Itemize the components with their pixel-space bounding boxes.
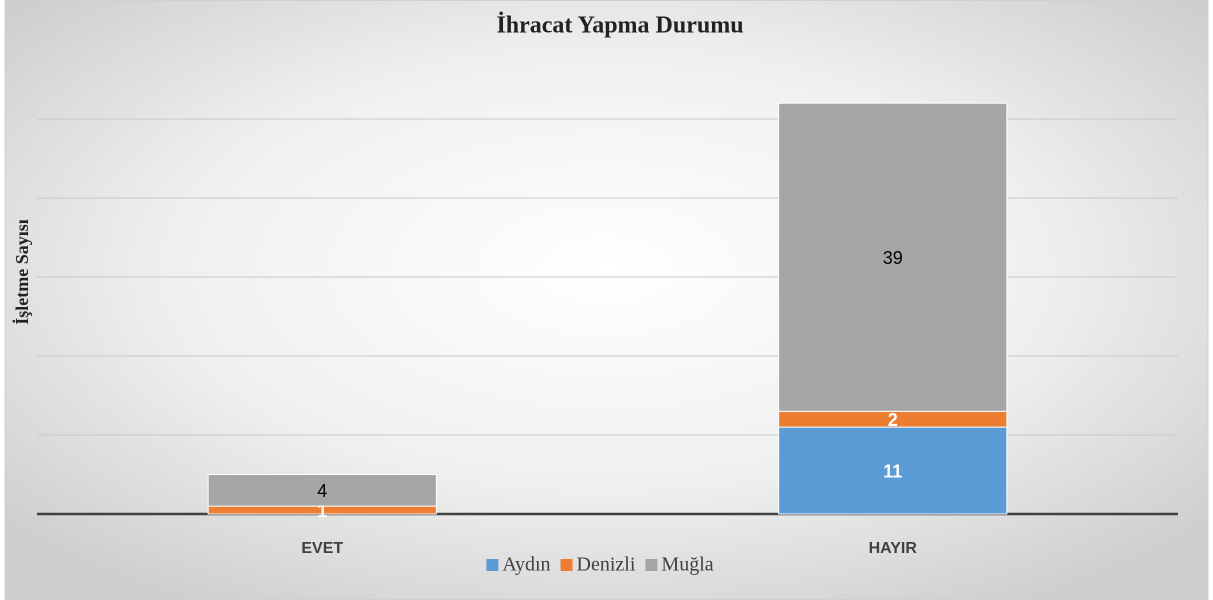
legend-label: Denizli	[577, 554, 636, 576]
bar-segment	[207, 474, 437, 507]
bar-segment	[778, 426, 1008, 515]
chart-title: İhracat Yapma Durumu	[496, 13, 743, 39]
legend-swatch	[486, 559, 499, 571]
legend-swatch	[645, 559, 658, 571]
data-label: 39	[883, 248, 903, 268]
y-axis-label: İşletme Sayısı	[12, 219, 32, 325]
legend-label: Muğla	[661, 554, 713, 576]
bar-segment	[778, 102, 1008, 412]
data-label: 4	[317, 481, 327, 501]
x-tick-label: HAYIR	[869, 540, 918, 557]
data-label: 11	[883, 461, 902, 481]
legend-swatch	[560, 559, 573, 571]
data-label: 2	[888, 410, 898, 430]
data-label: 1	[317, 501, 327, 521]
chart-background	[4, 0, 1209, 600]
legend-label: Aydın	[502, 554, 550, 576]
x-tick-label: EVET	[301, 540, 343, 557]
